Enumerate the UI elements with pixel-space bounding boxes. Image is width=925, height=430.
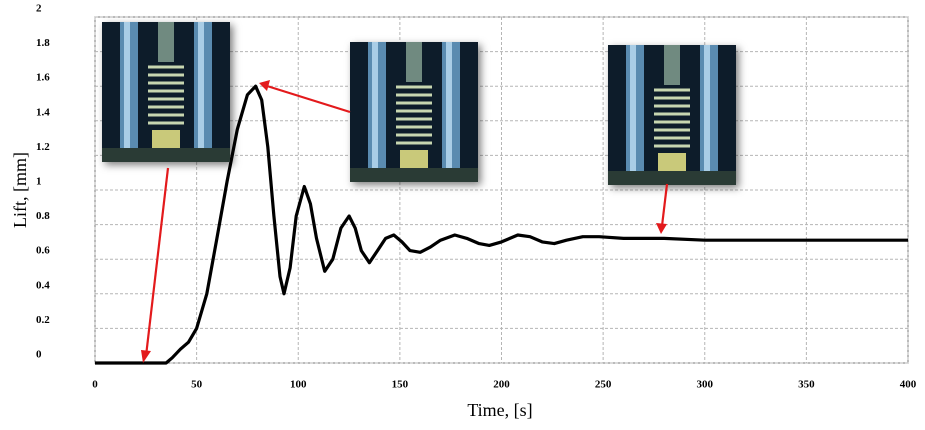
- y-tick-label: 1.2: [36, 141, 50, 153]
- x-tick-label: 0: [92, 379, 98, 391]
- y-tick-label: 1.4: [36, 106, 50, 118]
- x-tick-label: 250: [595, 379, 612, 391]
- annotation-arrows: [141, 80, 669, 363]
- data-layer: [95, 84, 908, 365]
- photo: [100, 20, 232, 164]
- x-tick-label: 400: [900, 379, 917, 391]
- x-tick-label: 350: [798, 379, 815, 391]
- y-tick-label: 2: [36, 3, 42, 15]
- y-tick-label: 1.8: [36, 37, 50, 49]
- y-tick-label: 0.6: [36, 245, 50, 257]
- y-tick-label: 0.2: [36, 314, 50, 326]
- x-tick-label: 150: [392, 379, 409, 391]
- y-axis-label: Lift, [mm]: [10, 152, 30, 228]
- y-tick-label: 1: [36, 176, 42, 188]
- photo: [606, 43, 738, 187]
- x-tick-label: 50: [191, 379, 203, 391]
- line: [95, 84, 908, 365]
- photo: [348, 40, 480, 184]
- x-tick-label: 200: [493, 379, 510, 391]
- x-tick-label: 300: [697, 379, 714, 391]
- y-tick-label: 1.6: [36, 72, 50, 84]
- grid: [94, 16, 909, 364]
- x-tick-label: 100: [290, 379, 307, 391]
- y-tick-label: 0: [36, 349, 42, 361]
- y-tick-label: 0.8: [36, 210, 50, 222]
- y-tick-label: 0.4: [36, 279, 50, 291]
- x-axis-label: Time, [s]: [467, 400, 532, 420]
